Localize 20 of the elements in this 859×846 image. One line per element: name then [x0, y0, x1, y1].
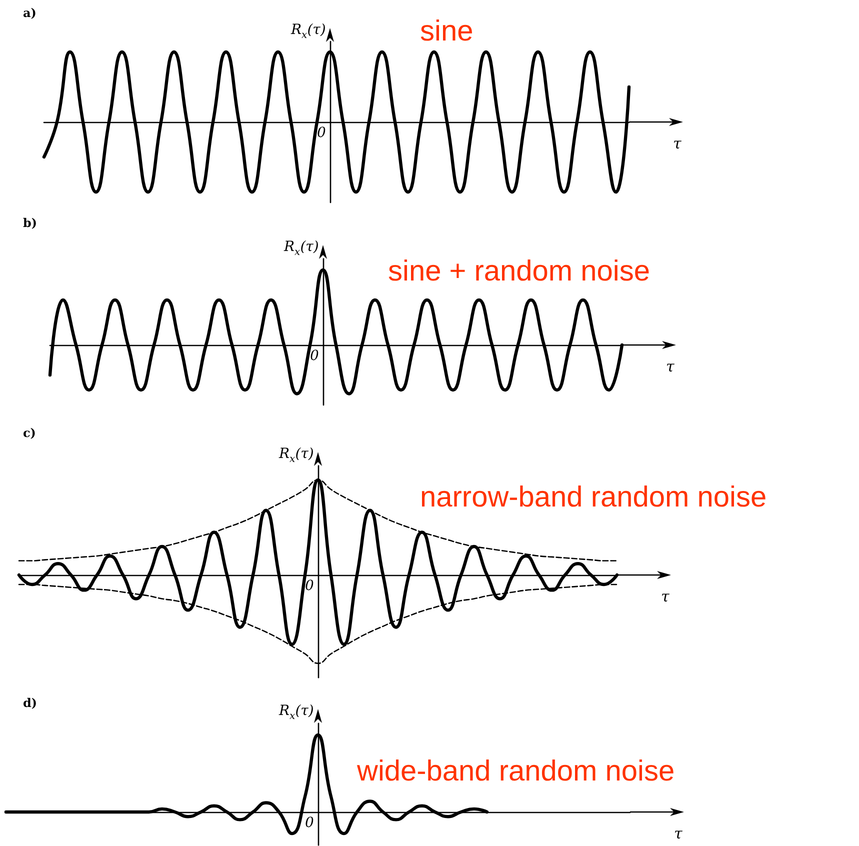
text: wide-band random noise — [356, 756, 675, 788]
chart-title: narrow-band random noise — [420, 482, 767, 514]
annotation: 0 — [317, 125, 326, 141]
y-axis-title: R$_{x}$(τ) — [291, 22, 326, 42]
annotation: 0 — [305, 578, 314, 594]
x-axis-title: τ — [673, 134, 682, 152]
text: b) — [23, 216, 38, 230]
chart-title: sine + random noise — [388, 256, 650, 288]
x-axis-title: τ — [674, 824, 683, 842]
y-axis-title: R$_{x}$(τ) — [279, 703, 314, 724]
y-axis-title: R$_{x}$(τ) — [284, 238, 319, 260]
x-axis-title: τ — [661, 588, 670, 606]
text: d) — [23, 696, 38, 710]
text: a) — [23, 6, 36, 20]
x-axis-title: τ — [666, 358, 675, 376]
chart-title: sine — [420, 16, 474, 48]
annotation: 0 — [305, 815, 314, 831]
y-axis-title: R$_{x}$(τ) — [279, 446, 314, 467]
annotation: 0 — [310, 348, 319, 364]
text: c) — [23, 426, 36, 440]
